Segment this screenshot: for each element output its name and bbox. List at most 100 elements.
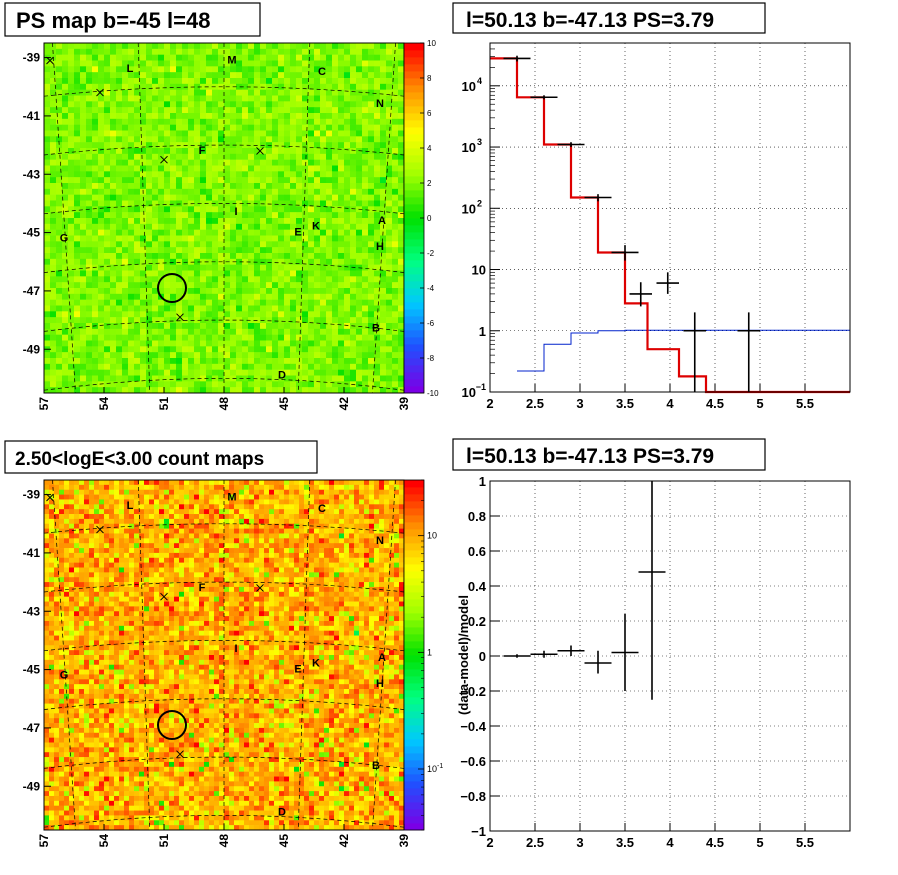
heatmap-cell — [326, 89, 333, 96]
heatmap-cell — [68, 282, 75, 289]
heatmap-cell — [44, 235, 51, 242]
heatmap-cell — [140, 153, 147, 160]
heatmap-cell — [128, 218, 135, 225]
heatmap-cell — [56, 369, 63, 376]
heatmap-cell — [188, 148, 195, 155]
heatmap-cell — [290, 334, 297, 341]
heatmap-cell — [79, 494, 85, 500]
heatmap-cell — [74, 78, 81, 85]
heatmap-cell — [274, 499, 280, 505]
heatmap-cell — [122, 159, 129, 166]
heatmap-cell — [74, 533, 80, 539]
heatmap-cell — [134, 229, 141, 236]
heatmap-cell — [278, 177, 285, 184]
heatmap-cell — [266, 358, 273, 365]
heatmap-cell — [344, 113, 351, 120]
heatmap-cell — [398, 83, 405, 90]
heatmap-cell — [362, 183, 369, 190]
heatmap-cell — [212, 188, 219, 195]
heatmap-cell — [234, 528, 240, 534]
heatmap-cell — [176, 72, 183, 79]
heatmap-cell — [122, 299, 129, 306]
heatmap-cell — [98, 200, 105, 207]
heatmap-cell — [248, 159, 255, 166]
heatmap-cell — [104, 317, 111, 324]
heatmap-cell — [149, 504, 155, 510]
heatmap-cell — [176, 142, 183, 149]
heatmap-cell — [338, 299, 345, 306]
heatmap-cell — [218, 194, 225, 201]
heatmap-cell — [278, 270, 285, 277]
heatmap-cell — [98, 276, 105, 283]
heatmap-cell — [134, 206, 141, 213]
heatmap-cell — [329, 523, 335, 529]
heatmap-cell — [392, 352, 399, 359]
heatmap-cell — [98, 258, 105, 265]
heatmap-cell — [392, 54, 399, 61]
heatmap-cell — [116, 101, 123, 108]
heatmap-cell — [284, 60, 291, 67]
heatmap-cell — [59, 548, 65, 554]
heatmap-cell — [134, 346, 141, 353]
heatmap-cell — [320, 148, 327, 155]
heatmap-cell — [284, 142, 291, 149]
heatmap-cell — [320, 276, 327, 283]
heatmap-cell — [392, 241, 399, 248]
heatmap-cell — [266, 107, 273, 114]
heatmap-cell — [68, 107, 75, 114]
heatmap-cell — [290, 78, 297, 85]
heatmap-cell — [200, 328, 207, 335]
heatmap-cell — [116, 107, 123, 114]
heatmap-cell — [364, 514, 370, 520]
heatmap-cell — [68, 171, 75, 178]
heatmap-cell — [284, 107, 291, 114]
heatmap-cell — [380, 188, 387, 195]
heatmap-cell — [272, 323, 279, 330]
heatmap-cell — [242, 346, 249, 353]
heatmap-cell — [218, 253, 225, 260]
heatmap-cell — [194, 235, 201, 242]
heatmap-cell — [356, 83, 363, 90]
heatmap-cell — [104, 352, 111, 359]
heatmap-cell — [158, 218, 165, 225]
heatmap-cell — [236, 48, 243, 55]
heatmap-cell — [338, 171, 345, 178]
heatmap-cell — [204, 523, 210, 529]
heatmap-cell — [244, 552, 250, 559]
heatmap-cell — [74, 328, 81, 335]
heatmap-cell — [266, 270, 273, 277]
heatmap-cell — [350, 130, 357, 137]
heatmap-cell — [170, 188, 177, 195]
heatmap-cell — [374, 548, 380, 554]
heatmap-cell — [398, 223, 405, 230]
heatmap-cell — [194, 229, 201, 236]
heatmap-cell — [304, 494, 310, 500]
heatmap-cell — [62, 107, 69, 114]
heatmap-cell — [344, 504, 350, 510]
heatmap-cell — [109, 518, 115, 525]
heatmap-cell — [290, 89, 297, 96]
heatmap-cell — [384, 489, 390, 495]
heatmap-cell — [332, 101, 339, 108]
heatmap-cell — [266, 159, 273, 166]
heatmap-cell — [344, 523, 350, 529]
heatmap-cell — [176, 95, 183, 102]
heatmap-cell — [79, 548, 85, 554]
heatmap-cell — [294, 489, 300, 495]
heatmap-cell — [324, 543, 330, 549]
heatmap-cell — [392, 317, 399, 324]
heatmap-cell — [104, 43, 111, 50]
heatmap-cell — [49, 499, 55, 505]
heatmap-cell — [296, 218, 303, 225]
heatmap-cell — [200, 358, 207, 365]
heatmap-cell — [176, 346, 183, 353]
heatmap-cell — [158, 229, 165, 236]
heatmap-cell — [80, 124, 87, 131]
heatmap-cell — [386, 165, 393, 172]
heatmap-cell — [146, 340, 153, 347]
heatmap-cell — [308, 369, 315, 376]
heatmap-cell — [309, 518, 315, 525]
